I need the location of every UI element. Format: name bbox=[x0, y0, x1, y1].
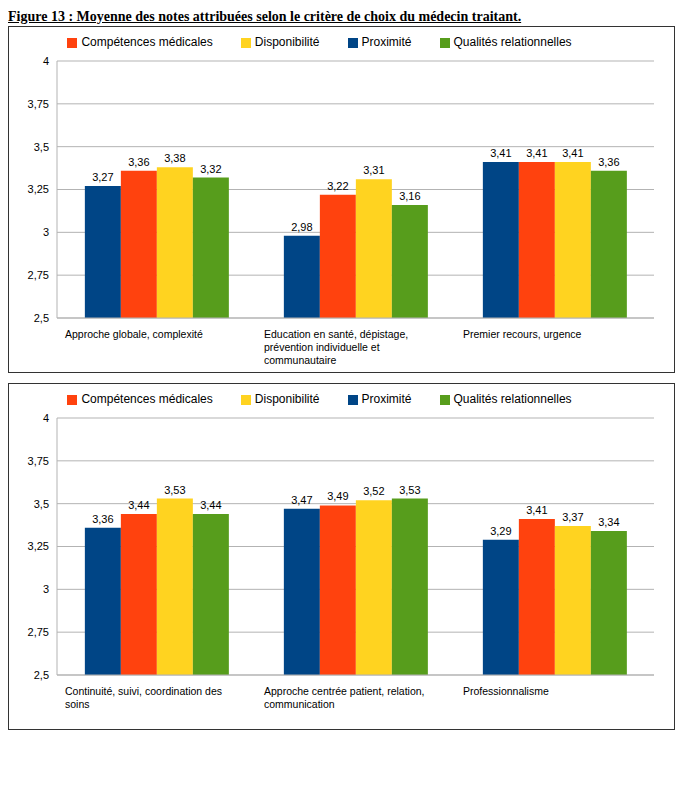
svg-text:3: 3 bbox=[43, 226, 49, 238]
svg-text:3,27: 3,27 bbox=[92, 171, 113, 183]
svg-text:3,75: 3,75 bbox=[28, 98, 49, 110]
html-text:Disponibilité: Disponibilité bbox=[254, 392, 320, 406]
svg-text:3,36: 3,36 bbox=[128, 156, 149, 168]
svg-text:soins: soins bbox=[65, 698, 90, 710]
html-text:Compétences médicales: Compétences médicales bbox=[81, 392, 213, 406]
svg-text:2,5: 2,5 bbox=[34, 312, 49, 324]
svg-text:Continuité, suivi, coordinatio: Continuité, suivi, coordination des bbox=[65, 685, 222, 697]
html-text:Proximité: Proximité bbox=[361, 392, 412, 406]
svg-text:3,52: 3,52 bbox=[363, 485, 384, 497]
html-text:Proximité: Proximité bbox=[361, 35, 412, 49]
svg-text:prévention individuelle et: prévention individuelle et bbox=[264, 341, 380, 353]
svg-text:Education en santé, dépistage,: Education en santé, dépistage, bbox=[264, 328, 408, 340]
svg-text:3,5: 3,5 bbox=[34, 498, 49, 510]
svg-text:3,22: 3,22 bbox=[327, 180, 348, 192]
svg-text:3,36: 3,36 bbox=[598, 156, 619, 168]
html-text:Figure 13 : Moyenne des notes: Figure 13 : Moyenne des notes attribuées… bbox=[8, 9, 522, 24]
svg-text:Approche centrée patient, rela: Approche centrée patient, relation, bbox=[264, 685, 425, 697]
svg-text:3,16: 3,16 bbox=[399, 190, 420, 202]
svg-text:communautaire: communautaire bbox=[264, 354, 337, 366]
svg-text:3,31: 3,31 bbox=[363, 164, 384, 176]
svg-text:3,32: 3,32 bbox=[200, 163, 221, 175]
svg-text:2,75: 2,75 bbox=[28, 269, 49, 281]
svg-text:3,25: 3,25 bbox=[28, 183, 49, 195]
html-text:Qualités relationnelles: Qualités relationnelles bbox=[453, 392, 572, 406]
svg-text:Approche globale, complexité: Approche globale, complexité bbox=[65, 328, 203, 340]
svg-text:3,44: 3,44 bbox=[200, 499, 221, 511]
svg-text:Premier recours, urgence: Premier recours, urgence bbox=[463, 328, 582, 340]
svg-text:3,75: 3,75 bbox=[28, 455, 49, 467]
svg-text:2,75: 2,75 bbox=[28, 626, 49, 638]
html-text:Compétences médicales: Compétences médicales bbox=[81, 35, 213, 49]
svg-text:2,5: 2,5 bbox=[34, 669, 49, 681]
html-text:Disponibilité: Disponibilité bbox=[254, 35, 320, 49]
svg-text:3,5: 3,5 bbox=[34, 141, 49, 153]
svg-text:3,53: 3,53 bbox=[164, 484, 185, 496]
svg-text:3,37: 3,37 bbox=[562, 511, 583, 523]
svg-text:communication: communication bbox=[264, 698, 335, 710]
svg-text:3,41: 3,41 bbox=[526, 147, 547, 159]
svg-text:3,44: 3,44 bbox=[128, 499, 149, 511]
svg-text:Professionnalisme: Professionnalisme bbox=[463, 685, 549, 697]
svg-text:3,53: 3,53 bbox=[399, 484, 420, 496]
svg-text:3,36: 3,36 bbox=[92, 513, 113, 525]
svg-text:3,25: 3,25 bbox=[28, 540, 49, 552]
svg-text:2,98: 2,98 bbox=[291, 221, 312, 233]
svg-text:3: 3 bbox=[43, 583, 49, 595]
svg-text:3,34: 3,34 bbox=[598, 516, 619, 528]
html-text:Qualités relationnelles: Qualités relationnelles bbox=[453, 35, 572, 49]
svg-text:3,41: 3,41 bbox=[526, 504, 547, 516]
svg-text:4: 4 bbox=[43, 412, 49, 424]
svg-text:3,41: 3,41 bbox=[490, 147, 511, 159]
svg-text:3,41: 3,41 bbox=[562, 147, 583, 159]
svg-text:4: 4 bbox=[43, 55, 49, 67]
svg-text:3,29: 3,29 bbox=[490, 525, 511, 537]
svg-text:3,49: 3,49 bbox=[327, 490, 348, 502]
svg-text:3,38: 3,38 bbox=[164, 152, 185, 164]
svg-text:3,47: 3,47 bbox=[291, 494, 312, 506]
